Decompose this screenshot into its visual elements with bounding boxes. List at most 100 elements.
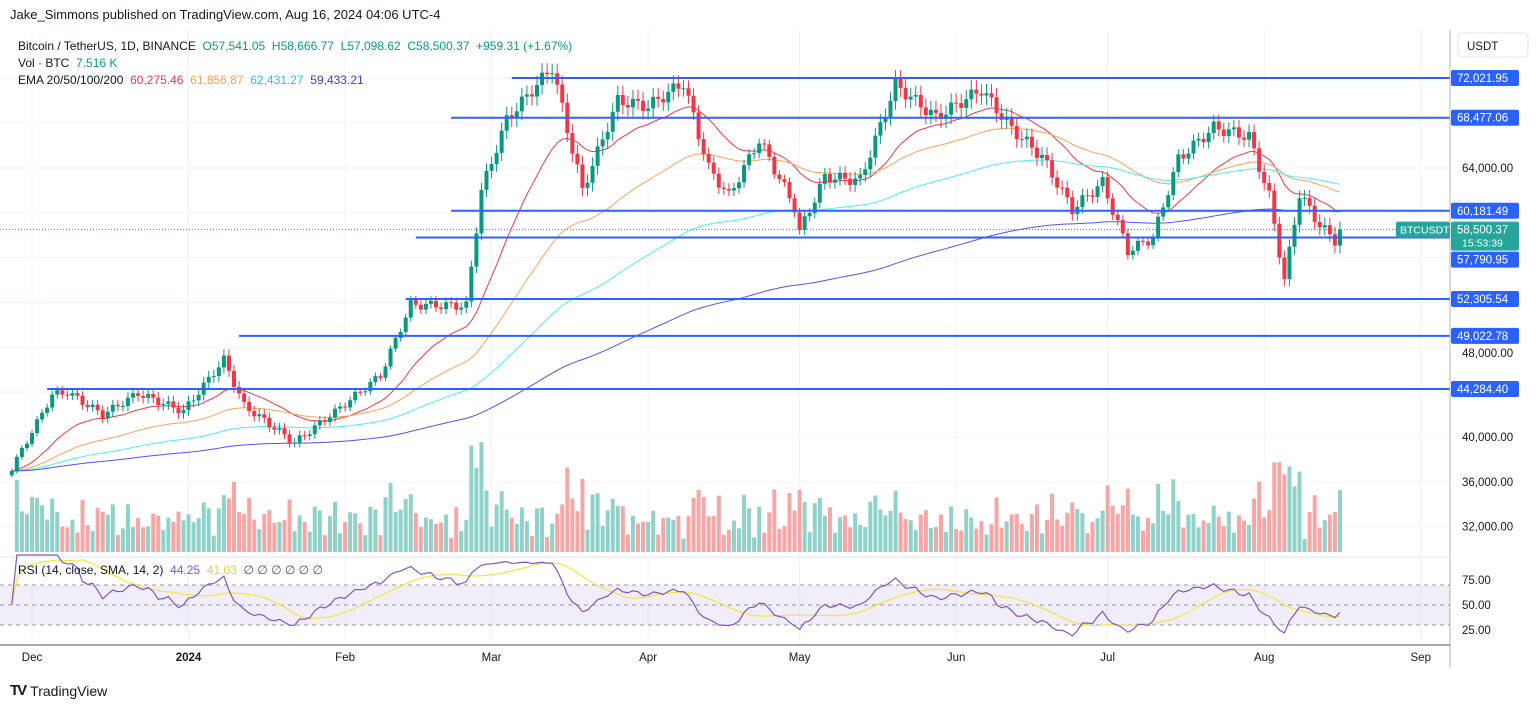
candle-body xyxy=(802,216,807,230)
candle-body xyxy=(994,97,999,114)
candle-body xyxy=(959,103,964,108)
candle-body xyxy=(792,198,797,213)
volume-bar xyxy=(1171,479,1176,552)
candle-body xyxy=(115,404,120,407)
rsi-extra: ∅ xyxy=(271,563,282,577)
candle-body xyxy=(1110,198,1115,215)
volume-bar xyxy=(888,510,893,552)
countdown-text: 15:53:39 xyxy=(1462,238,1503,250)
currency-button[interactable] xyxy=(1457,32,1529,58)
candle-body xyxy=(216,367,221,376)
candle-body xyxy=(1105,177,1110,199)
candle-body xyxy=(469,266,474,302)
volume-bar xyxy=(585,529,590,552)
last-price-text: 58,500.37 xyxy=(1457,225,1508,237)
open-value: O57,541.05 xyxy=(202,39,266,53)
level-price-text: 72,021.95 xyxy=(1457,73,1508,85)
candle-body xyxy=(752,153,757,155)
volume-bar xyxy=(1120,505,1125,552)
candle-body xyxy=(282,427,287,435)
volume-bar xyxy=(762,532,767,552)
candle-body xyxy=(848,178,853,185)
volume-bar xyxy=(979,520,984,552)
candle-body xyxy=(696,112,701,140)
volume-bar xyxy=(575,511,580,552)
volume-bar xyxy=(630,515,635,552)
rsi-extra: ∅ xyxy=(257,563,268,577)
candle-body xyxy=(630,98,635,108)
volume-bar xyxy=(595,493,600,552)
candle-body xyxy=(277,427,282,430)
volume-bar xyxy=(726,529,731,552)
volume-bar xyxy=(55,512,60,552)
volume-bar xyxy=(994,497,999,552)
volume-bar xyxy=(206,508,211,552)
candle-body xyxy=(45,407,50,413)
candle-body xyxy=(883,116,888,123)
candle-body xyxy=(494,152,499,165)
volume-bar xyxy=(176,511,181,552)
volume-bar xyxy=(600,525,605,552)
time-tick: Mar xyxy=(482,652,502,664)
candle-body xyxy=(60,390,65,395)
ema-label[interactable]: EMA 20/50/100/200 xyxy=(18,73,124,87)
volume-bar xyxy=(1196,527,1201,552)
volume-bar xyxy=(646,522,651,552)
rsi-sma-value: 41.03 xyxy=(206,563,237,577)
volume-legend: Vol · BTC 7.516 K xyxy=(18,55,572,72)
volume-bar xyxy=(1070,502,1075,552)
volume-bar xyxy=(893,490,898,552)
volume-bar xyxy=(348,512,353,552)
candle-body xyxy=(156,397,161,406)
candle-body xyxy=(297,435,302,443)
candle-body xyxy=(489,164,494,171)
volume-bar xyxy=(772,489,777,552)
volume-bar xyxy=(999,527,1004,552)
volume-bar xyxy=(211,535,216,552)
price-tick: 36,000.00 xyxy=(1462,477,1513,489)
volume-bar xyxy=(883,515,888,552)
candle-body xyxy=(1029,136,1034,148)
candle-body xyxy=(1034,147,1039,159)
volume-bar xyxy=(1312,495,1317,552)
volume-bar xyxy=(1236,515,1241,552)
volume-bar xyxy=(105,514,110,552)
volume-bars xyxy=(14,442,1342,552)
ema200-value: 59,433.21 xyxy=(310,73,364,87)
candle-body xyxy=(408,300,413,318)
candle-body xyxy=(136,393,141,396)
volume-bar xyxy=(514,523,519,552)
volume-bar xyxy=(731,520,736,552)
candle-body xyxy=(393,337,398,349)
symbol-title[interactable]: Bitcoin / TetherUS, 1D, BINANCE xyxy=(18,39,196,53)
volume-bar xyxy=(529,535,534,552)
volume-bar xyxy=(1221,526,1226,552)
rsi-tick: 75.00 xyxy=(1462,575,1491,587)
volume-bar xyxy=(1282,474,1287,552)
volume-bar xyxy=(1297,471,1302,552)
candle-body xyxy=(1166,195,1171,208)
volume-bar xyxy=(413,513,418,552)
rsi-tick: 25.00 xyxy=(1462,625,1491,637)
volume-bar xyxy=(423,517,428,552)
candle-body xyxy=(434,300,438,308)
tradingview-logo[interactable]: TV TradingView xyxy=(10,682,107,699)
volume-bar xyxy=(817,497,822,552)
volume-bar xyxy=(782,526,787,552)
volume-bar xyxy=(85,524,90,552)
volume-bar xyxy=(434,523,438,552)
ema-50-line xyxy=(11,127,1341,472)
volume-bar xyxy=(1151,523,1156,552)
candle-body xyxy=(327,417,332,423)
volume-bar xyxy=(863,526,868,552)
volume-bar xyxy=(1226,511,1231,552)
candle-body xyxy=(590,165,595,183)
volume-bar xyxy=(247,497,252,552)
candle-body xyxy=(807,212,812,217)
rsi-label[interactable]: RSI (14, close, SMA, 14, 2) xyxy=(18,563,164,577)
candle-body xyxy=(671,83,676,92)
volume-bar xyxy=(388,483,393,552)
volume-label[interactable]: Vol · BTC xyxy=(18,56,70,70)
candle-body xyxy=(1120,220,1125,234)
